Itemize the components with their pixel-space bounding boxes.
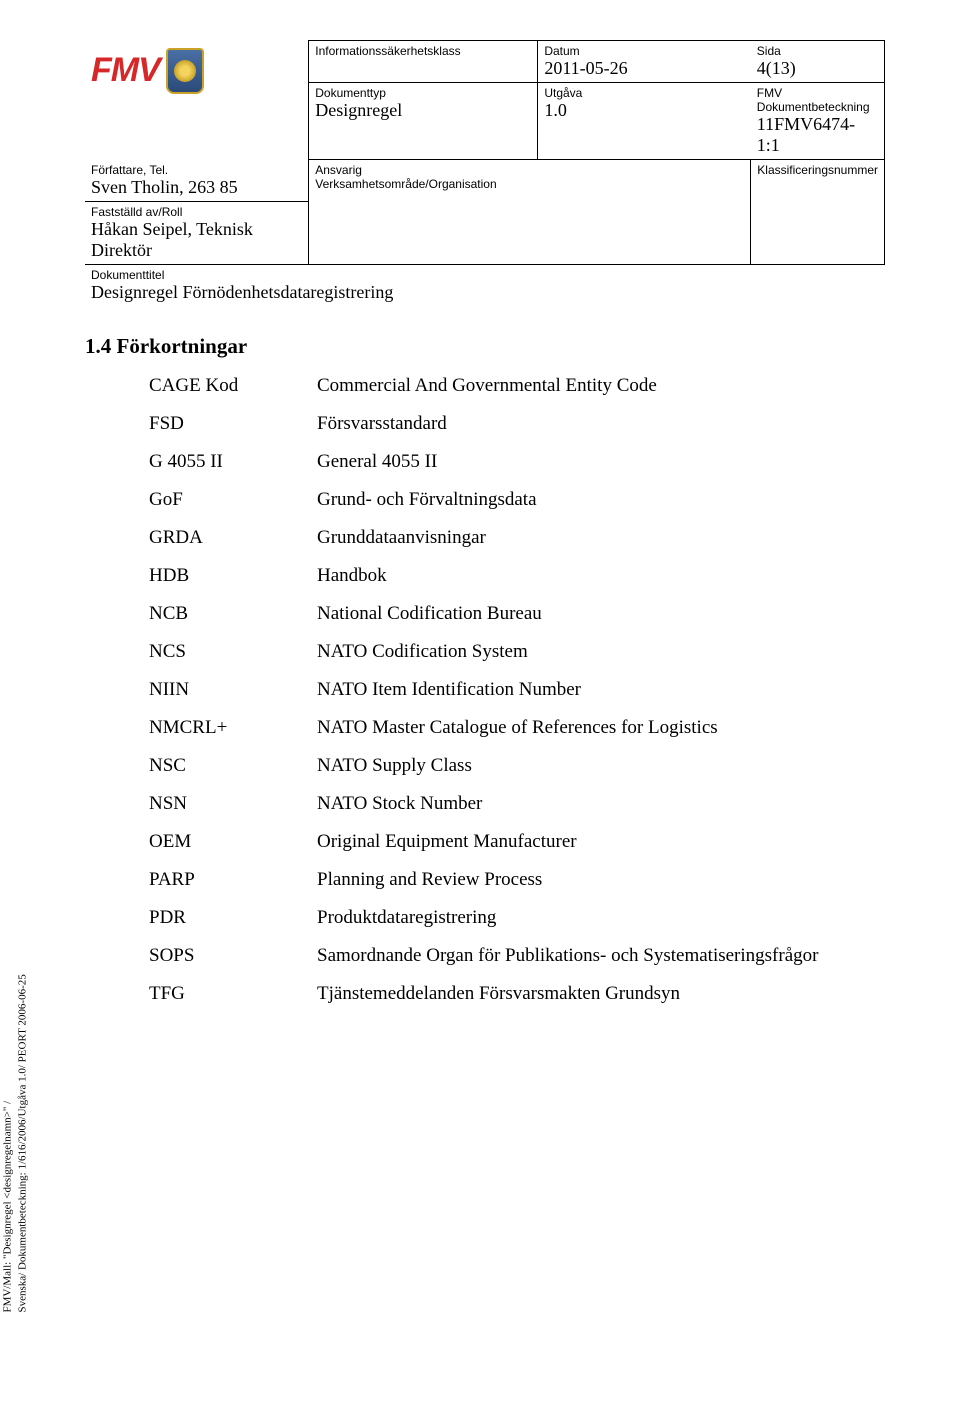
label-forfattare: Författare, Tel. [91,163,302,177]
label-infoclass: Informationssäkerhetsklass [315,44,531,58]
abbr-row: GoFGrund- och Förvaltningsdata [149,489,885,511]
abbr-term: GRDA [149,527,317,549]
abbr-term: TFG [149,983,317,1005]
abbr-term: NMCRL+ [149,717,317,739]
abbr-term: CAGE Kod [149,375,317,397]
abbr-definition: Tjänstemeddelanden Försvarsmakten Grunds… [317,983,885,1005]
abbr-row: NMCRL+NATO Master Catalogue of Reference… [149,717,885,739]
abbr-definition: Produktdataregistrering [317,907,885,929]
abbr-definition: NATO Supply Class [317,755,885,777]
abbr-term: FSD [149,413,317,435]
abbr-row: FSDFörsvarsstandard [149,413,885,435]
abbr-definition: NATO Master Catalogue of References for … [317,717,885,739]
label-datum: Datum [544,44,744,58]
side-line-3: Svenska/ Dokumentbeteckning: 1/616/2006/… [15,975,30,1313]
label-dokumenttitel: Dokumenttitel [91,268,879,282]
side-text: Bilaga 1 till Dokumenttypspecifikation "… [0,975,30,1313]
label-klassnr: Klassificeringsnummer [757,163,878,177]
abbr-row: NSNNATO Stock Number [149,793,885,815]
abbr-term: NIIN [149,679,317,701]
abbr-row: NSCNATO Supply Class [149,755,885,777]
label-faststalld: Fastställd av/Roll [91,205,302,219]
abbr-row: HDBHandbok [149,565,885,587]
abbr-term: NCB [149,603,317,625]
logo: FMV [91,44,302,98]
label-fmvbet: FMV Dokumentbeteckning [757,86,878,114]
side-line-2: FMV/Mall: "Designregel <designregelnamn>… [0,975,15,1313]
logo-text: FMV [91,51,160,90]
label-verksamhet: Verksamhetsområde/Organisation [315,177,744,191]
value-dokumenttitel: Designregel Förnödenhetsdataregistrering [91,282,879,303]
section-heading: 1.4 Förkortningar [85,334,885,359]
label-ansvarig: Ansvarig [315,163,744,177]
abbr-definition: NATO Codification System [317,641,885,663]
value-faststalld: Håkan Seipel, Teknisk Direktör [91,219,302,261]
abbr-row: PDRProduktdataregistrering [149,907,885,929]
abbr-row: NCBNational Codification Bureau [149,603,885,625]
abbr-definition: Commercial And Governmental Entity Code [317,375,885,397]
header-table: FMV Informationssäkerhetsklass Datum 201… [85,40,885,306]
value-sida: 4(13) [757,58,878,79]
abbr-term: NSC [149,755,317,777]
abbr-definition: Handbok [317,565,885,587]
abbr-definition: NATO Stock Number [317,793,885,815]
value-fmvbet: 11FMV6474-1:1 [757,114,878,156]
value-forfattare: Sven Tholin, 263 85 [91,177,302,198]
abbr-row: GRDAGrunddataanvisningar [149,527,885,549]
abbr-row: NCSNATO Codification System [149,641,885,663]
abbr-definition: General 4055 II [317,451,885,473]
logo-cell: FMV [85,41,309,160]
abbr-definition: Samordnande Organ för Publikations- och … [317,945,885,967]
value-dokumenttyp: Designregel [315,100,531,121]
abbr-term: GoF [149,489,317,511]
label-utgava: Utgåva [544,86,744,100]
label-sida: Sida [757,44,878,58]
abbr-definition: Original Equipment Manufacturer [317,831,885,853]
abbr-row: SOPSSamordnande Organ för Publikations- … [149,945,885,967]
abbr-row: OEMOriginal Equipment Manufacturer [149,831,885,853]
abbr-row: TFGTjänstemeddelanden Försvarsmakten Gru… [149,983,885,1005]
abbr-term: SOPS [149,945,317,967]
abbr-row: CAGE KodCommercial And Governmental Enti… [149,375,885,397]
abbr-row: PARPPlanning and Review Process [149,869,885,891]
abbr-row: NIINNATO Item Identification Number [149,679,885,701]
crest-icon [166,48,204,94]
abbr-definition: NATO Item Identification Number [317,679,885,701]
abbr-definition: Planning and Review Process [317,869,885,891]
abbr-term: PDR [149,907,317,929]
abbr-term: G 4055 II [149,451,317,473]
abbr-definition: Grund- och Förvaltningsdata [317,489,885,511]
abbr-term: PARP [149,869,317,891]
abbreviation-list: CAGE KodCommercial And Governmental Enti… [149,375,885,1005]
value-datum: 2011-05-26 [544,58,744,79]
abbr-term: NSN [149,793,317,815]
abbr-term: OEM [149,831,317,853]
abbr-definition: Försvarsstandard [317,413,885,435]
abbr-term: NCS [149,641,317,663]
page: FMV Informationssäkerhetsklass Datum 201… [85,40,885,1021]
abbr-term: HDB [149,565,317,587]
abbr-definition: Grunddataanvisningar [317,527,885,549]
abbr-row: G 4055 IIGeneral 4055 II [149,451,885,473]
label-dokumenttyp: Dokumenttyp [315,86,531,100]
value-utgava: 1.0 [544,100,744,121]
abbr-definition: National Codification Bureau [317,603,885,625]
